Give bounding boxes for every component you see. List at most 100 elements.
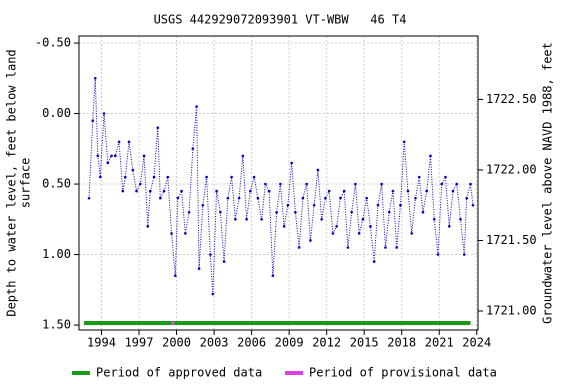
y-axis-label: surface	[19, 158, 33, 209]
data-point	[301, 196, 305, 200]
period-bar	[171, 321, 175, 325]
data-point	[201, 203, 205, 207]
data-point	[357, 232, 361, 235]
data-point	[138, 182, 142, 186]
data-point	[436, 253, 440, 256]
data-point	[148, 189, 152, 193]
data-point	[399, 203, 402, 207]
data-point	[369, 225, 372, 228]
data-point	[205, 175, 208, 179]
y-tick-label: -0.50	[35, 36, 71, 50]
data-point	[286, 203, 290, 207]
data-point	[297, 246, 301, 249]
data-point	[462, 253, 466, 256]
y-axis-label: Depth to water level, feet below land	[5, 49, 19, 316]
data-point	[421, 210, 425, 214]
data-point	[123, 175, 127, 179]
data-point	[234, 218, 237, 221]
data-point	[425, 189, 429, 193]
data-point	[187, 210, 191, 214]
data-point	[135, 189, 138, 193]
data-point	[209, 253, 212, 256]
data-point	[365, 196, 368, 200]
data-point	[159, 196, 162, 200]
data-point	[376, 203, 380, 207]
data-point	[361, 218, 365, 221]
data-point	[410, 232, 414, 235]
data-point	[222, 260, 226, 263]
data-point	[432, 218, 436, 221]
data-point	[391, 189, 395, 193]
x-tick-label: 2024	[462, 336, 491, 350]
data-point	[127, 140, 131, 144]
data-point	[156, 126, 160, 129]
x-tick-label: 2021	[425, 336, 454, 350]
data-point	[91, 119, 95, 122]
data-point	[267, 189, 271, 193]
legend-label: Period of provisional data	[309, 366, 497, 380]
data-point	[469, 182, 472, 186]
data-point	[459, 218, 462, 221]
data-point	[264, 182, 267, 186]
data-point	[249, 189, 252, 193]
data-point	[110, 154, 113, 158]
data-point	[440, 182, 444, 186]
data-point	[384, 246, 387, 249]
data-point	[106, 161, 110, 165]
data-point	[455, 182, 459, 186]
data-point	[294, 210, 297, 214]
data-point	[117, 140, 121, 144]
chart-title: USGS 442929072093901 VT-WBW 46 T4	[154, 13, 407, 27]
data-point	[471, 203, 475, 207]
data-point	[339, 196, 342, 200]
data-point	[346, 246, 350, 249]
data-point	[372, 260, 376, 263]
data-point	[184, 232, 187, 235]
data-point	[380, 182, 383, 186]
data-point	[195, 105, 198, 108]
data-point	[230, 175, 233, 179]
y2-tick-label: 1721.00	[486, 303, 537, 317]
data-point	[180, 189, 183, 193]
data-point	[279, 182, 282, 186]
period-bar	[174, 321, 471, 325]
y2-tick-label: 1722.00	[486, 162, 537, 176]
data-point	[387, 210, 391, 214]
data-point	[146, 225, 150, 228]
data-point	[166, 175, 170, 179]
data-point	[252, 175, 256, 179]
data-point	[241, 154, 245, 158]
data-point	[414, 196, 417, 200]
data-point	[406, 189, 410, 193]
x-tick-label: 1994	[87, 336, 116, 350]
x-tick-label: 2018	[387, 336, 416, 350]
legend-label: Period of approved data	[96, 366, 262, 380]
data-point	[215, 189, 218, 193]
data-point	[237, 196, 241, 200]
data-point	[465, 196, 469, 200]
period-bar	[84, 321, 172, 325]
data-point	[309, 239, 312, 242]
data-point	[447, 225, 451, 228]
data-point	[444, 175, 447, 179]
x-tick-label: 2015	[350, 336, 379, 350]
data-point	[256, 196, 260, 200]
data-point	[320, 218, 323, 221]
x-tick-label: 1997	[125, 336, 154, 350]
data-point	[350, 210, 353, 214]
data-point	[93, 77, 97, 80]
data-point	[174, 274, 177, 278]
data-point	[271, 274, 275, 278]
y2-tick-label: 1722.50	[486, 92, 537, 106]
y-tick-label: 1.50	[42, 318, 71, 332]
y-tick-label: 1.00	[42, 247, 71, 261]
data-point	[87, 196, 91, 200]
data-point	[290, 161, 293, 165]
y-tick-label: 0.50	[42, 177, 71, 191]
data-point	[354, 182, 357, 186]
data-point	[176, 196, 180, 200]
data-point	[142, 154, 146, 158]
data-point	[152, 175, 156, 179]
data-point	[335, 225, 338, 228]
